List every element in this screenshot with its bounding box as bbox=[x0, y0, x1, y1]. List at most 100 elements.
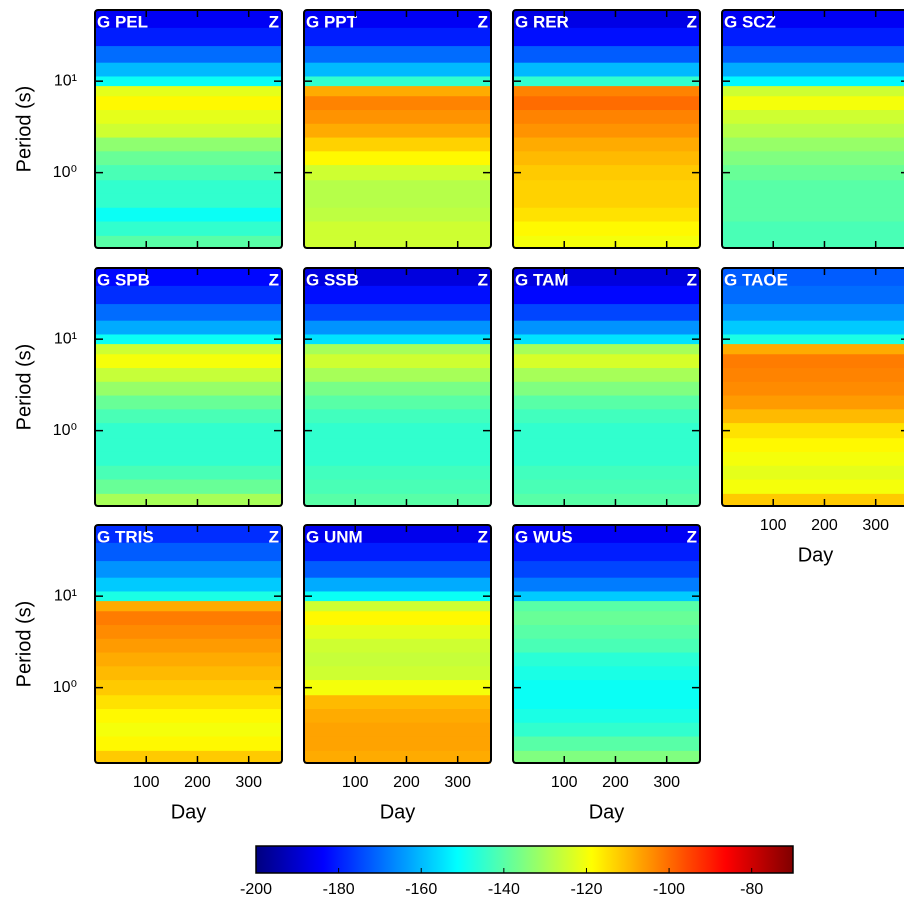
panel-frame bbox=[303, 524, 492, 764]
panel: G TAM Z bbox=[512, 267, 701, 507]
spectrum-band bbox=[304, 45, 491, 63]
spectrum-band bbox=[304, 542, 491, 562]
spectrum-band bbox=[513, 493, 700, 507]
spectrum-band bbox=[513, 652, 700, 667]
panel-component: Z bbox=[269, 527, 279, 546]
spectrum-band bbox=[95, 150, 282, 166]
spectrum-band bbox=[95, 542, 282, 562]
spectrum-band bbox=[95, 123, 282, 138]
spectrum-band bbox=[304, 750, 491, 764]
spectrum-band bbox=[513, 303, 700, 321]
spectrum-band bbox=[304, 525, 491, 543]
spectrum-band bbox=[304, 10, 491, 28]
spectrum-band bbox=[95, 353, 282, 369]
spectrum-band bbox=[722, 268, 904, 286]
spectrum-band bbox=[513, 343, 700, 355]
spectrum-band bbox=[513, 85, 700, 97]
y-tick-label: 10⁰ bbox=[53, 679, 77, 696]
spectrum-band bbox=[304, 479, 491, 494]
spectrum-band bbox=[513, 422, 700, 439]
x-tick-label: 200 bbox=[602, 774, 629, 791]
spectrum-band bbox=[95, 638, 282, 653]
spectrum-band bbox=[722, 493, 904, 507]
panel: G UNM Z 100 200 300 Day bbox=[303, 524, 492, 823]
spectrum-band bbox=[513, 736, 700, 751]
spectrum-band bbox=[95, 750, 282, 764]
spectrum-band bbox=[513, 193, 700, 208]
x-tick-label: 100 bbox=[551, 774, 578, 791]
spectrum-band bbox=[95, 343, 282, 355]
colorbar bbox=[255, 845, 794, 874]
spectrum-band bbox=[304, 638, 491, 653]
spectrum-band bbox=[95, 207, 282, 222]
spectrum-band bbox=[304, 207, 491, 222]
spectrum-band bbox=[95, 62, 282, 77]
spectrum-band bbox=[722, 137, 904, 152]
spectrum-band bbox=[95, 193, 282, 208]
spectrum-band bbox=[95, 722, 282, 737]
spectrum-band bbox=[304, 679, 491, 696]
panel-label: G UNM bbox=[306, 527, 363, 546]
spectrum-band bbox=[513, 109, 700, 124]
spectrum-band bbox=[722, 10, 904, 28]
panel: G SSB Z bbox=[303, 267, 492, 507]
spectrum-band bbox=[513, 333, 700, 345]
spectrum-band bbox=[304, 722, 491, 737]
spectrum-band bbox=[95, 694, 282, 709]
spectrum-band bbox=[304, 465, 491, 480]
spectrum-band bbox=[95, 303, 282, 321]
spectrum-band bbox=[513, 479, 700, 494]
spectrum-band bbox=[304, 708, 491, 723]
spectrum-band bbox=[304, 560, 491, 578]
spectrum-band bbox=[513, 665, 700, 681]
x-tick-label: 300 bbox=[444, 774, 471, 791]
panel: G SPB Z 10⁰ 10¹ Period (s) bbox=[13, 267, 283, 507]
spectrum-band bbox=[513, 207, 700, 222]
spectrum-band bbox=[722, 437, 904, 452]
spectrum-band bbox=[95, 235, 282, 249]
x-tick-label: 200 bbox=[184, 774, 211, 791]
panel: G PEL Z 10⁰ 10¹ Period (s) bbox=[13, 9, 283, 249]
spectrum-band bbox=[513, 590, 700, 602]
spectrum-band bbox=[722, 164, 904, 181]
spectrum-band bbox=[95, 367, 282, 382]
spectrum-band bbox=[722, 408, 904, 424]
panel-frame bbox=[721, 9, 904, 249]
spectrum-band bbox=[513, 320, 700, 335]
spectrum-band bbox=[95, 708, 282, 723]
spectrum-band bbox=[95, 422, 282, 439]
spectrum-band bbox=[95, 451, 282, 466]
spectrum-band bbox=[95, 164, 282, 181]
y-tick-label: 10⁰ bbox=[53, 164, 77, 181]
spectrum-band bbox=[722, 123, 904, 138]
panel-frame bbox=[94, 267, 283, 507]
panel-frame bbox=[303, 267, 492, 507]
colorbar-tick-label: -200 bbox=[240, 881, 272, 898]
spectrum-band bbox=[304, 27, 491, 47]
spectrum-band bbox=[722, 343, 904, 355]
panel-frame bbox=[721, 267, 904, 507]
spectrum-band bbox=[304, 320, 491, 335]
spectrum-band bbox=[95, 577, 282, 592]
spectrum-band bbox=[513, 123, 700, 138]
spectrum-band bbox=[513, 285, 700, 305]
spectrum-band bbox=[95, 679, 282, 696]
spectrum-band bbox=[513, 560, 700, 578]
spectrum-band bbox=[722, 465, 904, 480]
spectrum-band bbox=[513, 164, 700, 181]
spectrum-band bbox=[513, 600, 700, 612]
spectrum-band bbox=[304, 451, 491, 466]
spectrum-band bbox=[304, 137, 491, 152]
spectrum-band bbox=[304, 235, 491, 249]
spectrum-band bbox=[304, 736, 491, 751]
spectrum-band bbox=[513, 268, 700, 286]
panel-component: Z bbox=[687, 12, 697, 31]
spectrum-band bbox=[95, 652, 282, 667]
spectrum-band bbox=[722, 193, 904, 208]
spectrum-band bbox=[304, 610, 491, 626]
panel-component: Z bbox=[269, 270, 279, 289]
spectrum-band bbox=[513, 137, 700, 152]
spectrum-band bbox=[304, 624, 491, 639]
colorbar-tick-label: -100 bbox=[653, 881, 685, 898]
y-tick-label: 10¹ bbox=[54, 330, 77, 347]
